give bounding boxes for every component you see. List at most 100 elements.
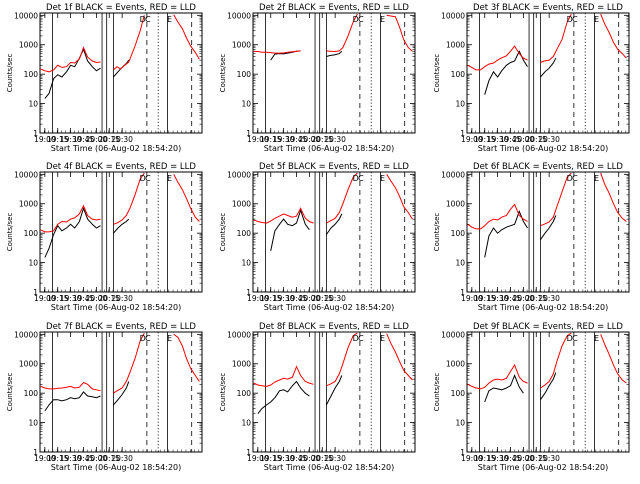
series-red-line	[386, 14, 413, 52]
interval-marker: C	[572, 334, 578, 343]
series-red-line	[600, 13, 627, 59]
plot-frame	[252, 171, 416, 293]
plot-frame	[466, 171, 630, 293]
y-tick-label: 100	[24, 389, 39, 398]
y-tick-label: 10000	[441, 11, 465, 20]
y-tick-label: 1	[460, 129, 465, 138]
y-tick-label: 1	[246, 288, 251, 297]
plot-frame	[39, 12, 203, 134]
detector-panel-2: Det 2f BLACK = Events, RED = LLD Counts/s…	[219, 3, 416, 153]
x-tick-label: 19:15	[260, 294, 282, 303]
y-tick-label: 10000	[441, 170, 465, 179]
y-tick-label: 100	[237, 70, 252, 79]
x-tick-label: 19:15	[47, 454, 69, 463]
panel-title: Det 8f BLACK = Events, RED = LLD	[259, 322, 409, 332]
x-tick-label: 19:45	[500, 454, 522, 463]
series-red-line	[386, 174, 413, 220]
y-tick-label: 10	[455, 259, 465, 268]
interval-marker: D	[567, 174, 573, 183]
series-red-line	[173, 14, 200, 60]
series-black-line	[44, 391, 101, 412]
series-black-line	[44, 206, 101, 258]
x-tick-label: 20:00	[86, 135, 108, 144]
x-tick-label: 20:00	[299, 135, 321, 144]
panel-title: Det 6f BLACK = Events, RED = LLD	[473, 162, 623, 172]
y-tick-label: 100	[24, 70, 39, 79]
interval-marker: C	[358, 334, 364, 343]
x-tick-label: 20:30	[324, 135, 346, 144]
x-axis-label: Start Time (06-Aug-02 18:54:20)	[51, 303, 182, 312]
series-black-line	[326, 50, 343, 57]
x-tick-label: 20:30	[538, 454, 560, 463]
x-tick-label: 19:15	[47, 135, 69, 144]
x-tick-label: 19:15	[260, 135, 282, 144]
y-axis-label: Counts/sec	[6, 54, 14, 93]
x-tick-label: 19:30	[273, 294, 295, 303]
series-black-line	[257, 380, 310, 415]
detector-panel-9: Det 9f BLACK = Events, RED = LLD Counts/s…	[433, 322, 630, 472]
series-black-line	[44, 47, 101, 99]
x-tick-label: 19:30	[60, 135, 82, 144]
interval-marker: E	[380, 174, 385, 183]
plot-frame	[466, 12, 630, 134]
x-tick-label: 19:00	[34, 294, 56, 303]
x-tick-label: 19:45	[500, 294, 522, 303]
y-tick-label: 10	[241, 259, 251, 268]
x-tick-label: 19:00	[247, 135, 269, 144]
y-tick-label: 10000	[441, 330, 465, 339]
panel-title: Det 3f BLACK = Events, RED = LLD	[473, 3, 623, 13]
y-tick-label: 10	[455, 100, 465, 109]
x-tick-label: 19:00	[461, 454, 483, 463]
y-tick-label: 100	[451, 70, 466, 79]
y-tick-label: 1	[246, 448, 251, 457]
series-red-line	[467, 203, 528, 230]
y-tick-label: 1000	[446, 41, 465, 50]
x-tick-label: 20:00	[513, 135, 535, 144]
y-tick-label: 1000	[446, 360, 465, 369]
x-tick-label: 20:15	[311, 294, 333, 303]
interval-marker: E	[167, 15, 172, 24]
x-tick-label: 19:45	[500, 135, 522, 144]
series-red-line	[326, 13, 358, 53]
interval-marker: D	[140, 334, 146, 343]
series-red-line	[467, 364, 528, 390]
panel-title: Det 5f BLACK = Events, RED = LLD	[259, 162, 409, 172]
detector-panel-5: Det 5f BLACK = Events, RED = LLD Counts/s…	[219, 162, 416, 312]
x-tick-label: 19:30	[487, 135, 509, 144]
x-tick-label: 20:15	[311, 135, 333, 144]
x-tick-label: 19:30	[60, 294, 82, 303]
x-tick-label: 20:00	[86, 454, 108, 463]
x-axis-label: Start Time (06-Aug-02 18:54:20)	[51, 144, 182, 153]
x-tick-label: 19:00	[34, 454, 56, 463]
series-black-line	[540, 57, 557, 78]
y-axis-label: Counts/sec	[219, 373, 227, 412]
interval-marker: E	[167, 334, 172, 343]
x-tick-label: 19:00	[247, 454, 269, 463]
y-tick-label: 1	[460, 448, 465, 457]
interval-marker: C	[145, 334, 151, 343]
y-axis-label: Counts/sec	[219, 54, 227, 93]
plot-frame	[466, 331, 630, 453]
x-tick-label: 20:00	[513, 454, 535, 463]
x-tick-label: 20:30	[324, 454, 346, 463]
interval-marker: C	[145, 174, 151, 183]
interval-marker: E	[167, 174, 172, 183]
series-black-line	[539, 372, 557, 400]
y-tick-label: 10	[28, 259, 38, 268]
x-tick-label: 20:30	[111, 135, 133, 144]
interval-marker: E	[594, 334, 599, 343]
x-axis-label: Start Time (06-Aug-02 18:54:20)	[264, 463, 395, 472]
detector-panel-3: Det 3f BLACK = Events, RED = LLD Counts/s…	[433, 3, 630, 153]
detector-panel-6: Det 6f BLACK = Events, RED = LLD Counts/s…	[433, 162, 630, 312]
y-tick-label: 1000	[446, 200, 465, 209]
x-tick-label: 20:30	[111, 294, 133, 303]
y-tick-label: 1000	[232, 360, 251, 369]
y-tick-label: 1000	[19, 200, 38, 209]
x-axis-label: Start Time (06-Aug-02 18:54:20)	[478, 303, 609, 312]
x-tick-label: 19:00	[461, 294, 483, 303]
interval-marker: D	[353, 15, 359, 24]
x-tick-label: 19:30	[487, 454, 509, 463]
y-tick-label: 100	[451, 229, 466, 238]
panel-title: Det 9f BLACK = Events, RED = LLD	[473, 322, 623, 332]
y-tick-label: 10	[455, 419, 465, 428]
